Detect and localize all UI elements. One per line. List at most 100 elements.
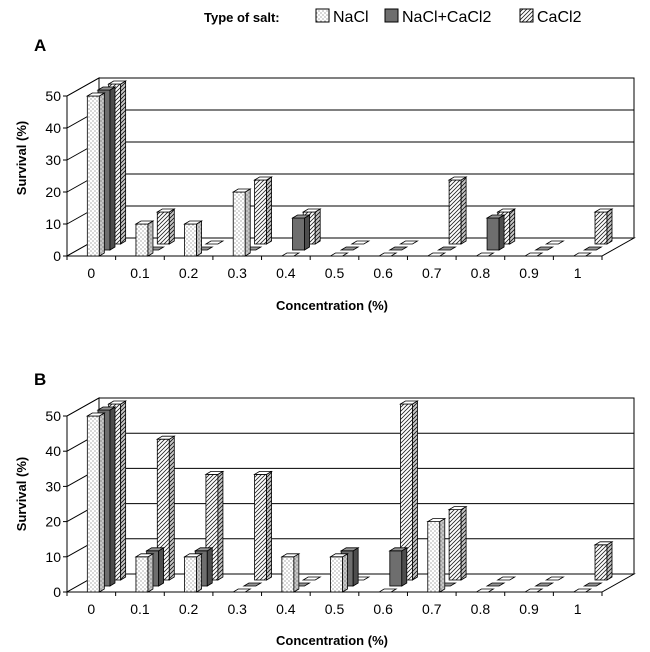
bar-nacl bbox=[474, 588, 495, 593]
x-tick-label: 0.4 bbox=[276, 265, 296, 281]
x-tick-label: 0.5 bbox=[325, 265, 345, 281]
x-tick-label: 0 bbox=[87, 265, 95, 281]
bar-nacl bbox=[377, 588, 398, 593]
bar-nacl bbox=[329, 553, 349, 593]
y-tick-label: 40 bbox=[45, 120, 61, 136]
bars-b bbox=[85, 400, 614, 593]
bar-cacl2 bbox=[253, 470, 274, 581]
bar-cacl2 bbox=[204, 240, 225, 245]
x-tick-label: 0.9 bbox=[519, 601, 539, 617]
bar-nacl bbox=[280, 252, 301, 257]
back-wall bbox=[98, 397, 635, 575]
y-tick-label: 10 bbox=[45, 216, 61, 232]
bar-nacl bbox=[134, 220, 155, 257]
bar-cacl2 bbox=[399, 240, 419, 245]
bar-mix bbox=[242, 582, 263, 587]
bar-mix bbox=[534, 246, 555, 251]
bar-mix bbox=[582, 582, 603, 587]
x-tick-label: 0.4 bbox=[276, 601, 296, 617]
bar-mix bbox=[388, 547, 409, 587]
y-tick-label: 50 bbox=[45, 88, 61, 104]
bar-cacl2 bbox=[496, 576, 517, 581]
x-tick-label: 0.1 bbox=[130, 601, 150, 617]
x-tick-label: 0.6 bbox=[373, 265, 393, 281]
legend-title: Type of salt: bbox=[204, 10, 280, 25]
gridlines-a bbox=[66, 77, 634, 225]
bar-mix bbox=[485, 582, 506, 587]
bar-cacl2 bbox=[204, 470, 225, 581]
bar-mix bbox=[388, 246, 409, 251]
bar-nacl bbox=[231, 588, 252, 593]
bar-cacl2 bbox=[399, 400, 419, 581]
bar-nacl bbox=[329, 252, 349, 257]
bar-nacl bbox=[523, 588, 544, 593]
bar-cacl2 bbox=[350, 240, 371, 245]
bar-mix bbox=[339, 246, 360, 251]
bar-nacl bbox=[377, 252, 398, 257]
y-axis-a: 0 10 20 30 40 50 bbox=[45, 88, 68, 264]
bar-cacl2 bbox=[593, 541, 614, 581]
bar-mix bbox=[582, 246, 603, 251]
x-tick-label: 0.5 bbox=[325, 601, 345, 617]
bar-cacl2 bbox=[447, 505, 468, 581]
bar-mix bbox=[534, 582, 555, 587]
bar-mix bbox=[436, 246, 457, 251]
y-tick-label: 30 bbox=[45, 152, 61, 168]
x-axis-a: 0 0.1 0.2 0.3 0.4 0.5 0.6 0.7 0.8 0.9 1 bbox=[66, 256, 603, 281]
bar-mix bbox=[485, 214, 506, 251]
y-tick-label: 20 bbox=[45, 514, 61, 530]
legend-swatch-mix bbox=[384, 8, 399, 23]
x-tick-label: 0.8 bbox=[471, 265, 491, 281]
legend-swatch-cacl2 bbox=[519, 8, 534, 23]
x-axis-title-b: Concentration (%) bbox=[276, 633, 388, 648]
bar-nacl bbox=[85, 412, 106, 593]
x-tick-label: 0.2 bbox=[179, 601, 199, 617]
x-tick-label: 0.7 bbox=[422, 265, 442, 281]
x-tick-label: 0.3 bbox=[227, 601, 247, 617]
x-tick-label: 1 bbox=[574, 601, 582, 617]
bar-cacl2 bbox=[447, 176, 468, 245]
bar-nacl bbox=[183, 553, 204, 593]
x-tick-label: 0.6 bbox=[373, 601, 393, 617]
gridline bbox=[66, 397, 100, 417]
panel-label-b: B bbox=[34, 370, 46, 389]
bar-cacl2 bbox=[544, 576, 565, 581]
bar-cacl2 bbox=[593, 208, 614, 245]
bar-nacl bbox=[572, 252, 593, 257]
y-axis-title-a: Survival (%) bbox=[14, 121, 29, 195]
bar-mix bbox=[291, 214, 311, 251]
bar-nacl bbox=[426, 252, 447, 257]
bar-nacl bbox=[183, 220, 204, 257]
bars-a bbox=[85, 80, 614, 257]
y-tick-label: 0 bbox=[53, 248, 61, 264]
y-tick-label: 50 bbox=[45, 408, 61, 424]
legend-swatch-nacl bbox=[315, 8, 330, 23]
gridline bbox=[66, 77, 100, 97]
bar-nacl bbox=[523, 252, 544, 257]
bar-nacl bbox=[231, 188, 252, 257]
y-tick-label: 10 bbox=[45, 549, 61, 565]
x-axis-b: 0 0.1 0.2 0.3 0.4 0.5 0.6 0.7 0.8 0.9 1 bbox=[66, 592, 603, 617]
x-tick-label: 0.7 bbox=[422, 601, 442, 617]
bar-nacl bbox=[134, 553, 155, 593]
bar-nacl bbox=[572, 588, 593, 593]
bar-cacl2 bbox=[253, 176, 274, 245]
y-tick-label: 30 bbox=[45, 478, 61, 494]
y-axis-b: 0 10 20 30 40 50 bbox=[45, 408, 68, 600]
bar-cacl2 bbox=[155, 435, 176, 581]
bar-cacl2 bbox=[155, 208, 176, 245]
bar-cacl2 bbox=[301, 576, 322, 581]
x-tick-label: 0.2 bbox=[179, 265, 199, 281]
legend: Type of salt: NaCl NaCl+CaCl2 CaCl2 bbox=[204, 8, 582, 26]
y-tick-label: 40 bbox=[45, 443, 61, 459]
bar-nacl bbox=[474, 252, 495, 257]
x-tick-label: 1 bbox=[574, 265, 582, 281]
y-tick-label: 20 bbox=[45, 184, 61, 200]
x-tick-label: 0 bbox=[87, 601, 95, 617]
bar-nacl bbox=[280, 553, 301, 593]
x-axis-title-a: Concentration (%) bbox=[276, 298, 388, 313]
x-tick-label: 0.1 bbox=[130, 265, 150, 281]
